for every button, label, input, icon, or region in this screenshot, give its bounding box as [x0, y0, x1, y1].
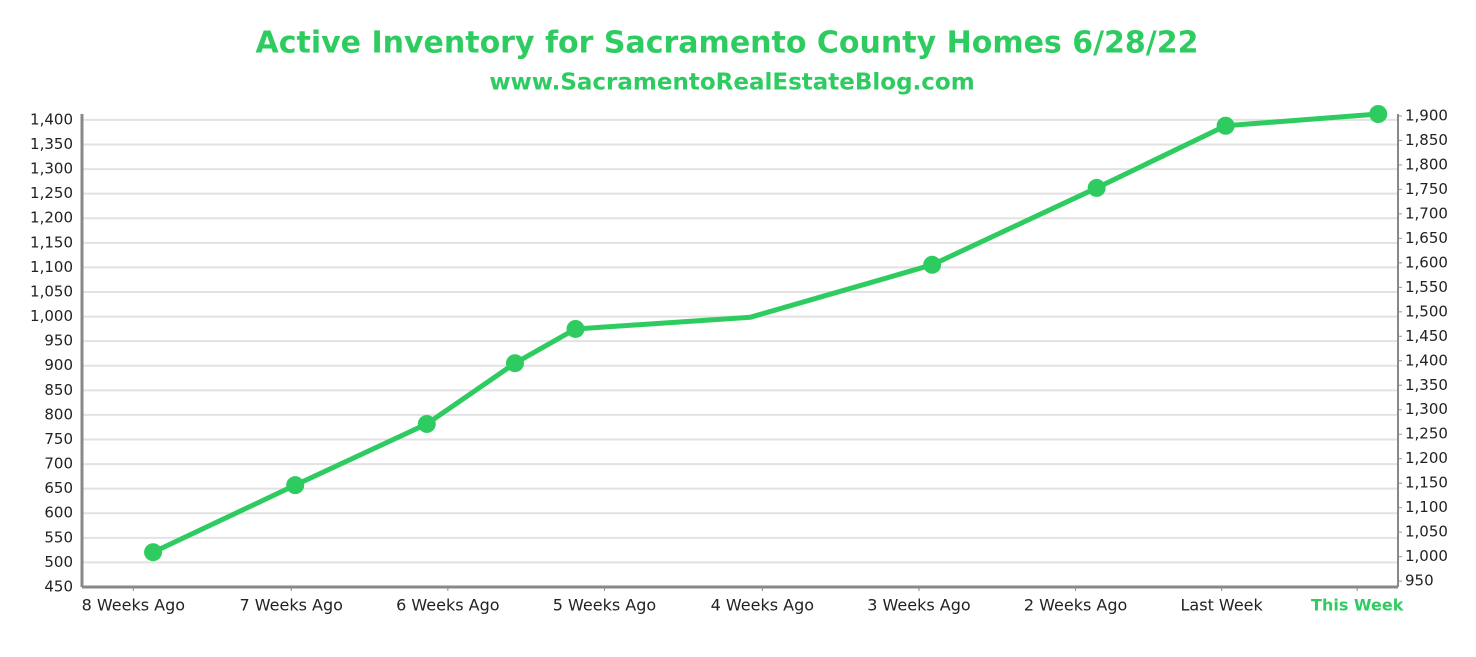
y-tick-label: 1,000	[30, 307, 73, 325]
marker	[566, 319, 585, 338]
x-tick-label: This Week	[1311, 596, 1404, 615]
chart-subtitle: www.SacramentoRealEstateBlog.com	[489, 70, 974, 96]
y2-tick-label: 1,150	[1405, 474, 1448, 492]
marker	[923, 255, 942, 274]
x-tick-label: 4 Weeks Ago	[711, 596, 814, 615]
y-tick-label: 600	[44, 504, 73, 522]
x-tick-label: Last Week	[1181, 596, 1264, 615]
y-tick-label: 650	[44, 479, 73, 497]
y2-tick-label: 1,750	[1405, 180, 1448, 198]
y2-tick-label: 1,450	[1405, 327, 1448, 345]
y-tick-label: 1,100	[30, 258, 73, 276]
y2-tick-label: 950	[1405, 572, 1434, 590]
y-tick-label: 500	[44, 553, 73, 571]
y-tick-label: 700	[44, 455, 73, 473]
chart-title: Active Inventory for Sacramento County H…	[255, 26, 1198, 61]
y2-tick-label: 1,900	[1405, 106, 1448, 124]
x-tick-label: 7 Weeks Ago	[240, 596, 343, 615]
y2-tick-label: 1,650	[1405, 229, 1448, 247]
y2-tick-label: 1,250	[1405, 425, 1448, 443]
y-tick-label: 1,250	[30, 184, 73, 202]
y-tick-label: 1,150	[30, 233, 73, 251]
y-tick-label: 1,300	[30, 160, 73, 178]
x-tick-label: 3 Weeks Ago	[867, 596, 970, 615]
marker	[505, 354, 524, 373]
y-tick-label: 950	[44, 332, 73, 350]
y-tick-label: 450	[44, 578, 73, 596]
line	[151, 111, 1379, 555]
y2-tick-label: 1,200	[1405, 449, 1448, 467]
marker	[1087, 178, 1106, 197]
y2-tick-label: 1,000	[1405, 547, 1448, 565]
y-tick-label: 1,350	[30, 135, 73, 153]
marker	[1369, 105, 1388, 123]
y-tick-label: 900	[44, 356, 73, 374]
y-tick-label: 1,050	[30, 282, 73, 300]
y-tick-label: 750	[44, 430, 73, 448]
y2-tick-label: 1,350	[1405, 376, 1448, 394]
y2-tick-label: 1,600	[1405, 253, 1448, 271]
y-tick-label: 850	[44, 381, 73, 399]
y2-tick-label: 1,800	[1405, 155, 1448, 173]
y-tick-label: 550	[44, 528, 73, 546]
y2-tick-label: 1,050	[1405, 523, 1448, 541]
x-tick-label: 8 Weeks Ago	[82, 596, 185, 615]
x-tick-label: 5 Weeks Ago	[553, 596, 656, 615]
y-tick-label: 1,400	[30, 110, 73, 128]
y2-tick-label: 1,500	[1405, 302, 1448, 320]
x-tick-label: 6 Weeks Ago	[396, 596, 499, 615]
y2-tick-label: 1,400	[1405, 351, 1448, 369]
y-tick-label: 1,200	[30, 209, 73, 227]
y-tick-label: 800	[44, 405, 73, 423]
marker	[1216, 116, 1235, 135]
x-tick-label: 2 Weeks Ago	[1024, 596, 1127, 615]
y2-tick-label: 1,700	[1405, 204, 1448, 222]
y2-tick-label: 1,850	[1405, 131, 1448, 149]
y2-tick-label: 1,300	[1405, 400, 1448, 418]
marker	[417, 414, 436, 433]
y2-tick-label: 1,550	[1405, 278, 1448, 296]
marker	[144, 543, 163, 562]
y2-tick-label: 1,100	[1405, 498, 1448, 516]
marker	[286, 476, 305, 495]
